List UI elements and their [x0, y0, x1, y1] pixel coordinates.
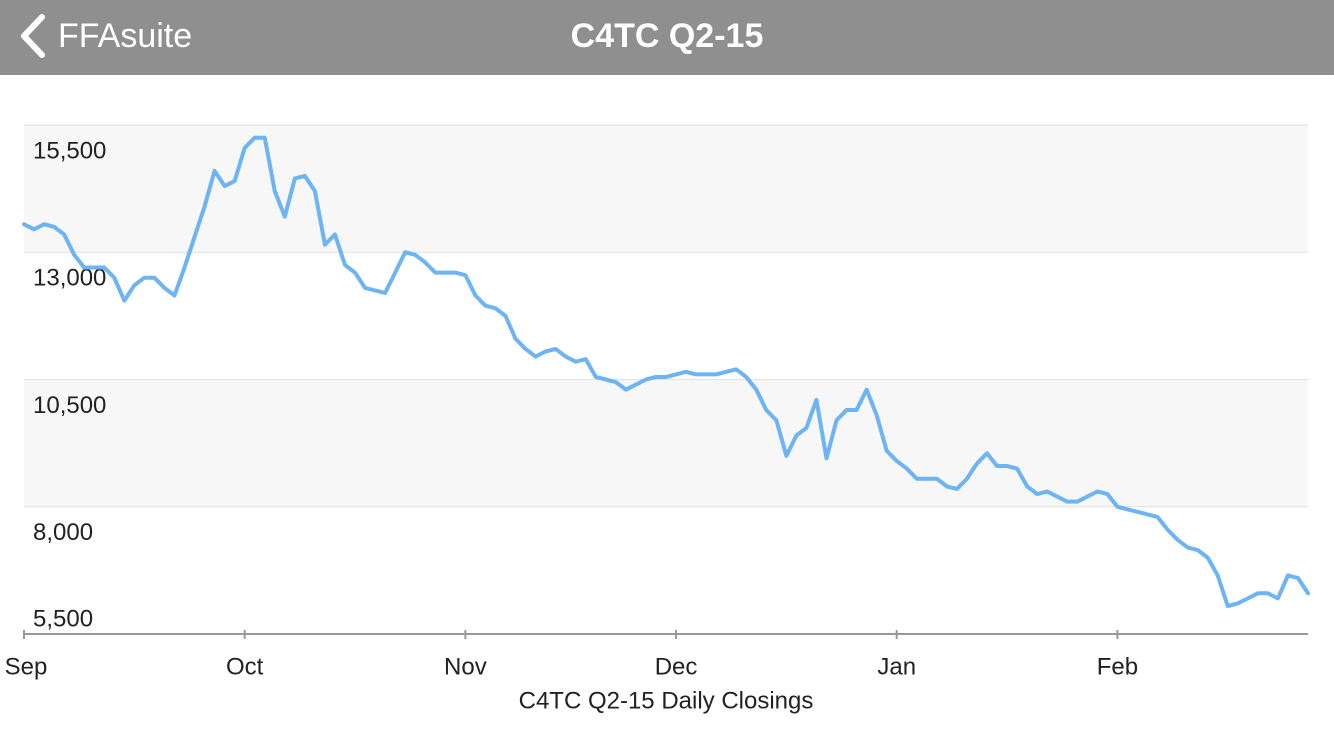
x-tick-label: Feb: [1097, 653, 1138, 680]
grid-band: [24, 379, 1308, 507]
chart: C4TC Q2-15 Daily Closings 5,500 8,000 10,5…: [5, 124, 1310, 714]
y-tick-label: 10,500: [33, 392, 106, 419]
back-label: FFAsuite: [58, 16, 193, 55]
y-tick-label: 8,000: [33, 519, 93, 546]
x-tick-label: Nov: [444, 653, 487, 680]
y-tick-label: 15,500: [33, 137, 106, 164]
grid-bands: [24, 125, 1308, 507]
y-tick-label: 5,500: [33, 605, 93, 632]
x-tick-label: Oct: [226, 653, 264, 680]
back-chevron: [21, 14, 45, 58]
grid-band: [24, 125, 1308, 253]
back-button[interactable]: FFAsuite: [18, 10, 192, 62]
x-tick-label: Dec: [655, 653, 698, 680]
x-axis-label: C4TC Q2-15 Daily Closings: [519, 687, 814, 714]
nav-bar: FFAsuite C4TC Q2-15: [0, 0, 1334, 75]
nav-title: C4TC Q2-15: [570, 17, 764, 55]
price-line: [22, 135, 1310, 608]
x-tick-label: Jan: [877, 653, 916, 680]
x-tick-label: Sep: [5, 653, 48, 680]
